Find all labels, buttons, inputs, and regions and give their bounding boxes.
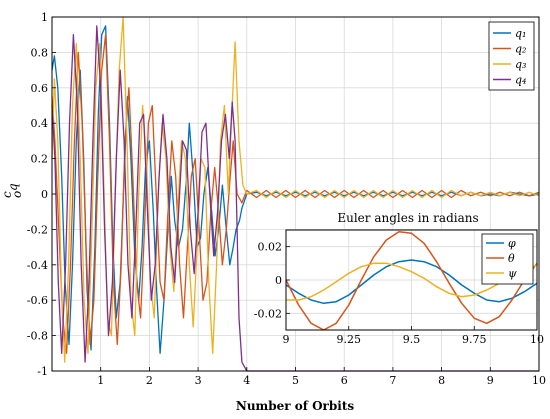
main-x-tick-label: 10 — [532, 374, 546, 387]
inset-legend-label: φ — [508, 237, 516, 250]
main-x-tick-label: 2 — [146, 374, 153, 387]
main-x-tick-label: 9 — [487, 374, 494, 387]
inset-x-tick-label: 10 — [530, 333, 544, 346]
inset-tick-labels: 9 9.25 9.5 9.75 10 -0.02 0 0.02 — [254, 241, 544, 346]
main-series-line-4 — [51, 25, 539, 372]
main-series-lines — [51, 16, 540, 372]
main-x-tick-label: 4 — [243, 374, 250, 387]
inset-title: Euler angles in radians — [337, 211, 478, 225]
main-x-tick-label: 1 — [97, 374, 104, 387]
y-label-subscript: o — [10, 191, 24, 198]
inset-y-tick-label: 0.02 — [258, 241, 283, 254]
main-series-line-1 — [51, 25, 540, 354]
main-x-tick-label: 7 — [389, 374, 396, 387]
main-y-tick-label: -0.8 — [27, 330, 48, 343]
main-y-tick-label: -0.2 — [27, 223, 48, 236]
main-legend: q₁ q₂ q₃ q₄ — [488, 21, 535, 91]
main-legend-label: q₁ — [515, 27, 526, 40]
main-series-line-2 — [51, 34, 540, 354]
main-x-tick-label: 5 — [292, 374, 299, 387]
main-tick-labels: 1 2 3 4 5 6 7 8 9 10-1-0.8-0.6-0.4-0.200.20.40.60… — [27, 11, 546, 387]
inset-x-tick-label: 9.5 — [403, 333, 421, 346]
inset-series-lines — [285, 230, 538, 331]
main-x-axis-label: Number of Orbits — [236, 399, 355, 413]
main-legend-label: q₄ — [515, 74, 526, 87]
main-y-tick-label: 0.4 — [31, 117, 49, 130]
main-y-tick-label: 0.6 — [31, 82, 49, 95]
main-y-tick-label: 0 — [41, 188, 48, 201]
main-y-axis-label: c o q — [0, 183, 24, 198]
inset-x-tick-label: 9 — [283, 333, 290, 346]
main-x-tick-label: 3 — [195, 374, 202, 387]
main-y-tick-label: -1 — [37, 365, 48, 378]
main-y-tick-label: 0.2 — [31, 153, 49, 166]
main-x-tick-label: 8 — [438, 374, 445, 387]
inset-x-tick-label: 9.75 — [462, 333, 487, 346]
inset-x-tick-label: 9.25 — [337, 333, 362, 346]
y-label-superscript: c — [0, 191, 14, 198]
inset-series-line-1 — [285, 259, 538, 305]
inset-legend: φθψ — [481, 233, 534, 285]
inset-series-line-3 — [286, 262, 538, 301]
main-legend-label: q₂ — [515, 43, 526, 56]
inset-series-line-2 — [285, 230, 538, 331]
y-label-main: q — [6, 183, 20, 191]
main-x-tick-label: 6 — [341, 374, 348, 387]
main-y-tick-label: -0.4 — [27, 259, 48, 272]
main-y-tick-label: 1 — [41, 11, 48, 24]
main-legend-label: q₃ — [515, 58, 526, 71]
inset-y-tick-label: 0 — [275, 274, 282, 287]
inset-y-tick-label: -0.02 — [254, 307, 282, 320]
inset-legend-label: ψ — [508, 267, 517, 280]
inset-legend-label: θ — [508, 252, 515, 265]
main-y-tick-label: -0.6 — [27, 294, 48, 307]
main-y-tick-label: 0.8 — [31, 46, 49, 59]
